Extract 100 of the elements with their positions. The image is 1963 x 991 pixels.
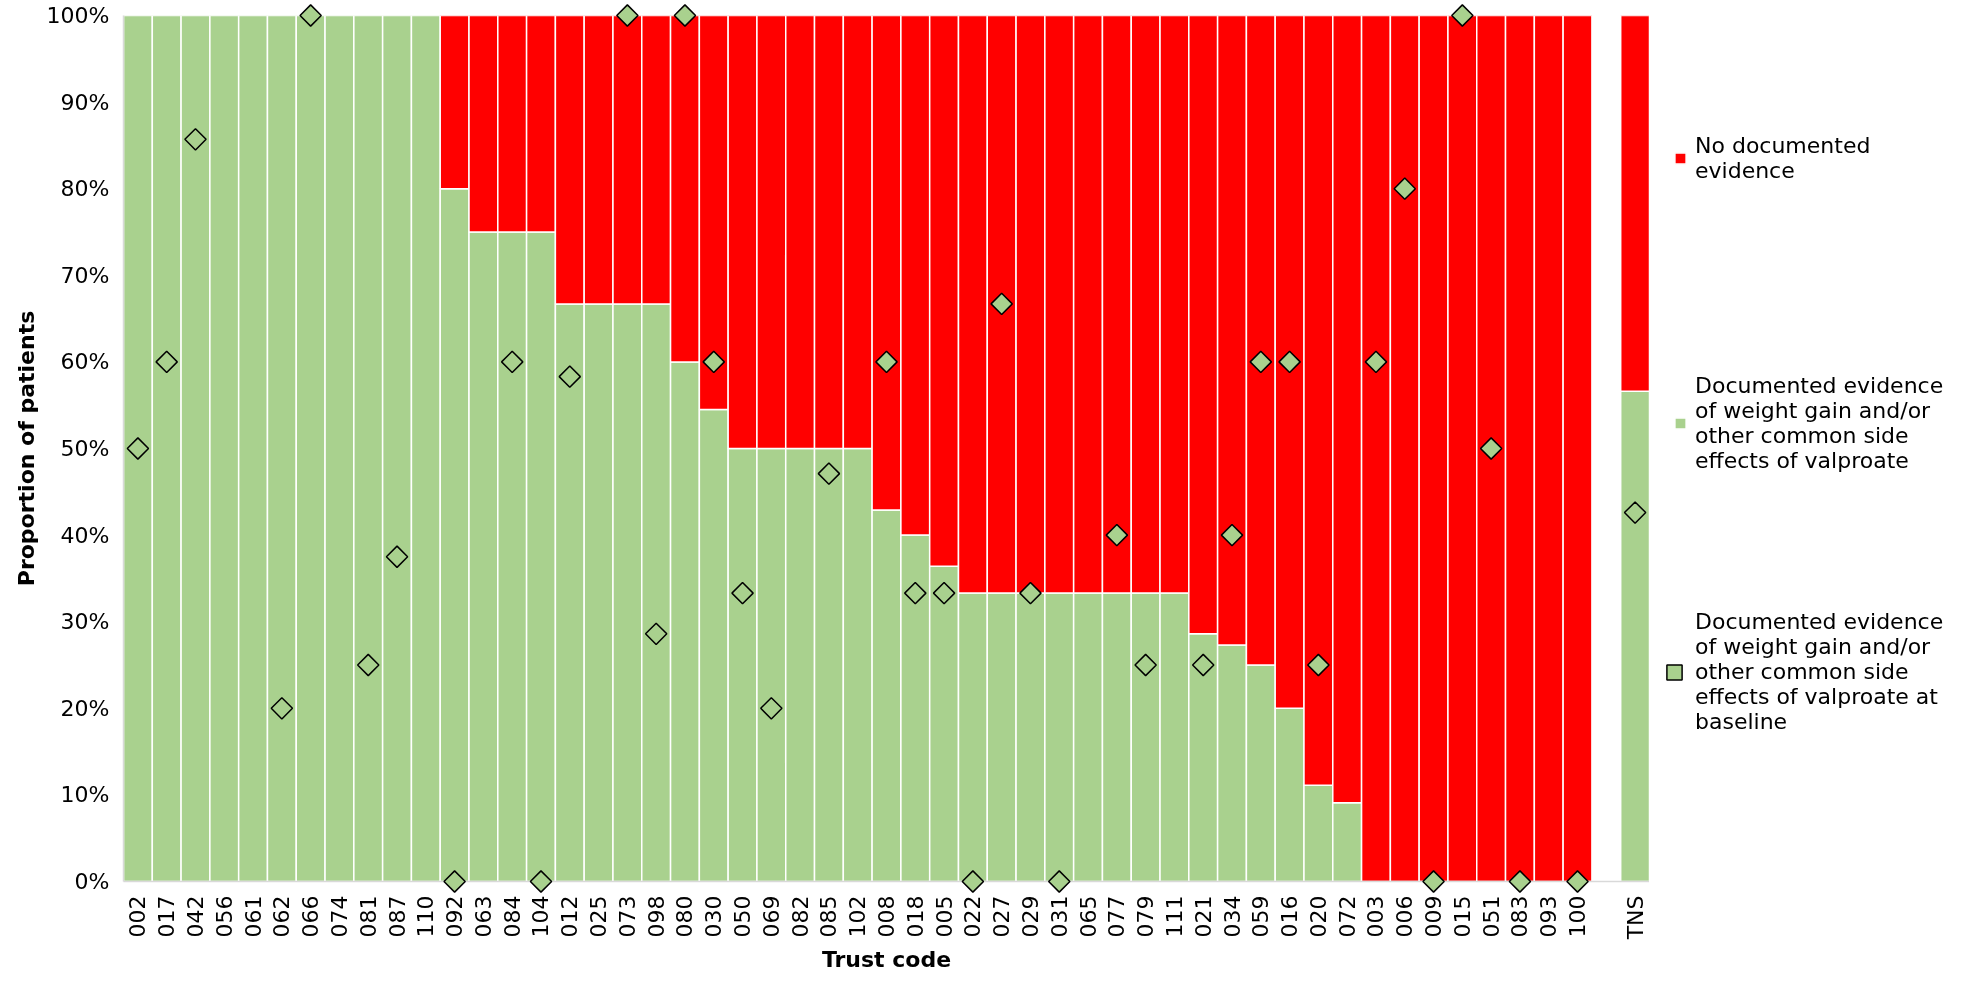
point bbox=[500, 350, 524, 374]
point bbox=[702, 350, 726, 374]
point bbox=[1566, 870, 1589, 893]
x-tick-label: 084 bbox=[499, 895, 525, 938]
point bbox=[932, 581, 956, 605]
point bbox=[644, 622, 668, 646]
point bbox=[1422, 870, 1445, 893]
point bbox=[1364, 350, 1388, 374]
x-tick-label: 100 bbox=[1565, 895, 1591, 938]
x-tick-label: 031 bbox=[1046, 895, 1072, 938]
point bbox=[1191, 653, 1215, 677]
x-tick-label: 009 bbox=[1421, 895, 1447, 938]
x-tick-label: 079 bbox=[1133, 895, 1159, 938]
point bbox=[1508, 870, 1532, 893]
y-tick-label: 20% bbox=[60, 695, 110, 721]
legend-label: Documented evidence of weight gain and/or other common side effects of valproate at baseline bbox=[1695, 609, 1944, 734]
x-tick-label: 061 bbox=[240, 895, 266, 938]
point bbox=[385, 545, 409, 569]
x-tick-label: 017 bbox=[154, 895, 180, 938]
point bbox=[1134, 653, 1157, 677]
point bbox=[961, 870, 985, 893]
x-tick-label: 002 bbox=[125, 895, 151, 938]
x-tick-label: 085 bbox=[816, 895, 842, 938]
point bbox=[1278, 350, 1301, 374]
x-tick-label: 051 bbox=[1478, 895, 1504, 938]
point bbox=[443, 870, 466, 893]
point bbox=[126, 437, 150, 460]
x-tick-label: 021 bbox=[1190, 895, 1216, 938]
x-tick-label: 050 bbox=[730, 895, 756, 938]
x-tick-label: 008 bbox=[874, 895, 899, 938]
x-tick-label: 027 bbox=[989, 895, 1015, 938]
point bbox=[673, 4, 697, 27]
point bbox=[184, 127, 207, 151]
point bbox=[990, 292, 1014, 316]
x-tick-label: 087 bbox=[384, 895, 410, 938]
point bbox=[529, 870, 553, 893]
point bbox=[1393, 177, 1417, 201]
point bbox=[1019, 581, 1042, 605]
x-tick-label: 034 bbox=[1219, 895, 1245, 938]
x-tick-label: 022 bbox=[960, 895, 986, 938]
x-tick-label: 081 bbox=[355, 895, 381, 938]
x-tick-label: 104 bbox=[528, 895, 554, 938]
point bbox=[903, 581, 927, 605]
x-axis-title: Trust code bbox=[821, 947, 952, 973]
y-tick-label: 0% bbox=[74, 869, 110, 894]
x-tick-label: 083 bbox=[1507, 895, 1533, 938]
x-tick-label: 003 bbox=[1363, 895, 1389, 938]
x-tick-label: 080 bbox=[672, 895, 698, 938]
point bbox=[155, 350, 179, 374]
y-axis-title: Proportion of patients bbox=[13, 310, 39, 587]
x-tick-label: 077 bbox=[1104, 895, 1130, 938]
x-tick-label: 030 bbox=[701, 895, 727, 938]
x-tick-label: 098 bbox=[643, 895, 669, 938]
x-tick-label: 020 bbox=[1305, 895, 1331, 938]
point bbox=[817, 462, 841, 485]
x-tick-label: 015 bbox=[1449, 895, 1475, 938]
x-tick-label: 066 bbox=[298, 895, 324, 938]
point bbox=[1220, 523, 1244, 547]
x-tick-label: 016 bbox=[1277, 895, 1303, 938]
legend-label: No documented evidence bbox=[1695, 133, 1871, 183]
x-tick-label: 069 bbox=[758, 895, 784, 938]
y-tick-label: 90% bbox=[60, 89, 110, 115]
point bbox=[1249, 350, 1273, 374]
x-tick-label: 012 bbox=[557, 895, 583, 938]
y-tick-label: 10% bbox=[60, 782, 110, 808]
x-tick-label: 062 bbox=[269, 895, 295, 938]
point bbox=[1450, 4, 1474, 27]
x-tick-label: 111 bbox=[1161, 895, 1187, 938]
y-tick-label: 100% bbox=[46, 3, 110, 28]
y-tick-label: 40% bbox=[60, 522, 110, 548]
x-tick-label: 018 bbox=[902, 895, 928, 938]
point bbox=[1105, 523, 1129, 547]
y-tick-label: 50% bbox=[60, 436, 110, 461]
x-tick-label: 042 bbox=[182, 895, 208, 938]
point bbox=[558, 365, 582, 388]
x-tick-label: 065 bbox=[1075, 895, 1101, 938]
point bbox=[731, 581, 754, 605]
x-tick-label: 025 bbox=[586, 895, 612, 938]
x-tick-label: 029 bbox=[1017, 895, 1043, 938]
point bbox=[270, 696, 294, 720]
point bbox=[1307, 653, 1330, 677]
x-tick-label: 059 bbox=[1248, 895, 1274, 938]
point bbox=[875, 350, 898, 374]
y-tick-label: 70% bbox=[60, 262, 110, 288]
x-tick-label: TNS bbox=[1622, 895, 1648, 941]
point bbox=[1047, 870, 1071, 893]
y-tick-label: 30% bbox=[60, 609, 110, 635]
y-tick-label: 80% bbox=[60, 176, 110, 202]
point bbox=[616, 4, 639, 27]
x-tick-label: 056 bbox=[211, 895, 237, 938]
y-tick-label: 60% bbox=[60, 349, 110, 375]
x-tick-label: 092 bbox=[442, 895, 468, 938]
x-tick-label: 082 bbox=[787, 895, 813, 938]
x-tick-label: 005 bbox=[931, 895, 957, 938]
x-tick-label: 102 bbox=[845, 895, 871, 938]
point bbox=[759, 696, 783, 720]
x-tick-label: 074 bbox=[326, 895, 352, 938]
x-tick-label: 110 bbox=[413, 895, 439, 938]
legend-label: Documented evidence of weight gain and/or other common side effects of valproate bbox=[1695, 373, 1944, 473]
x-tick-label: 006 bbox=[1392, 895, 1418, 938]
